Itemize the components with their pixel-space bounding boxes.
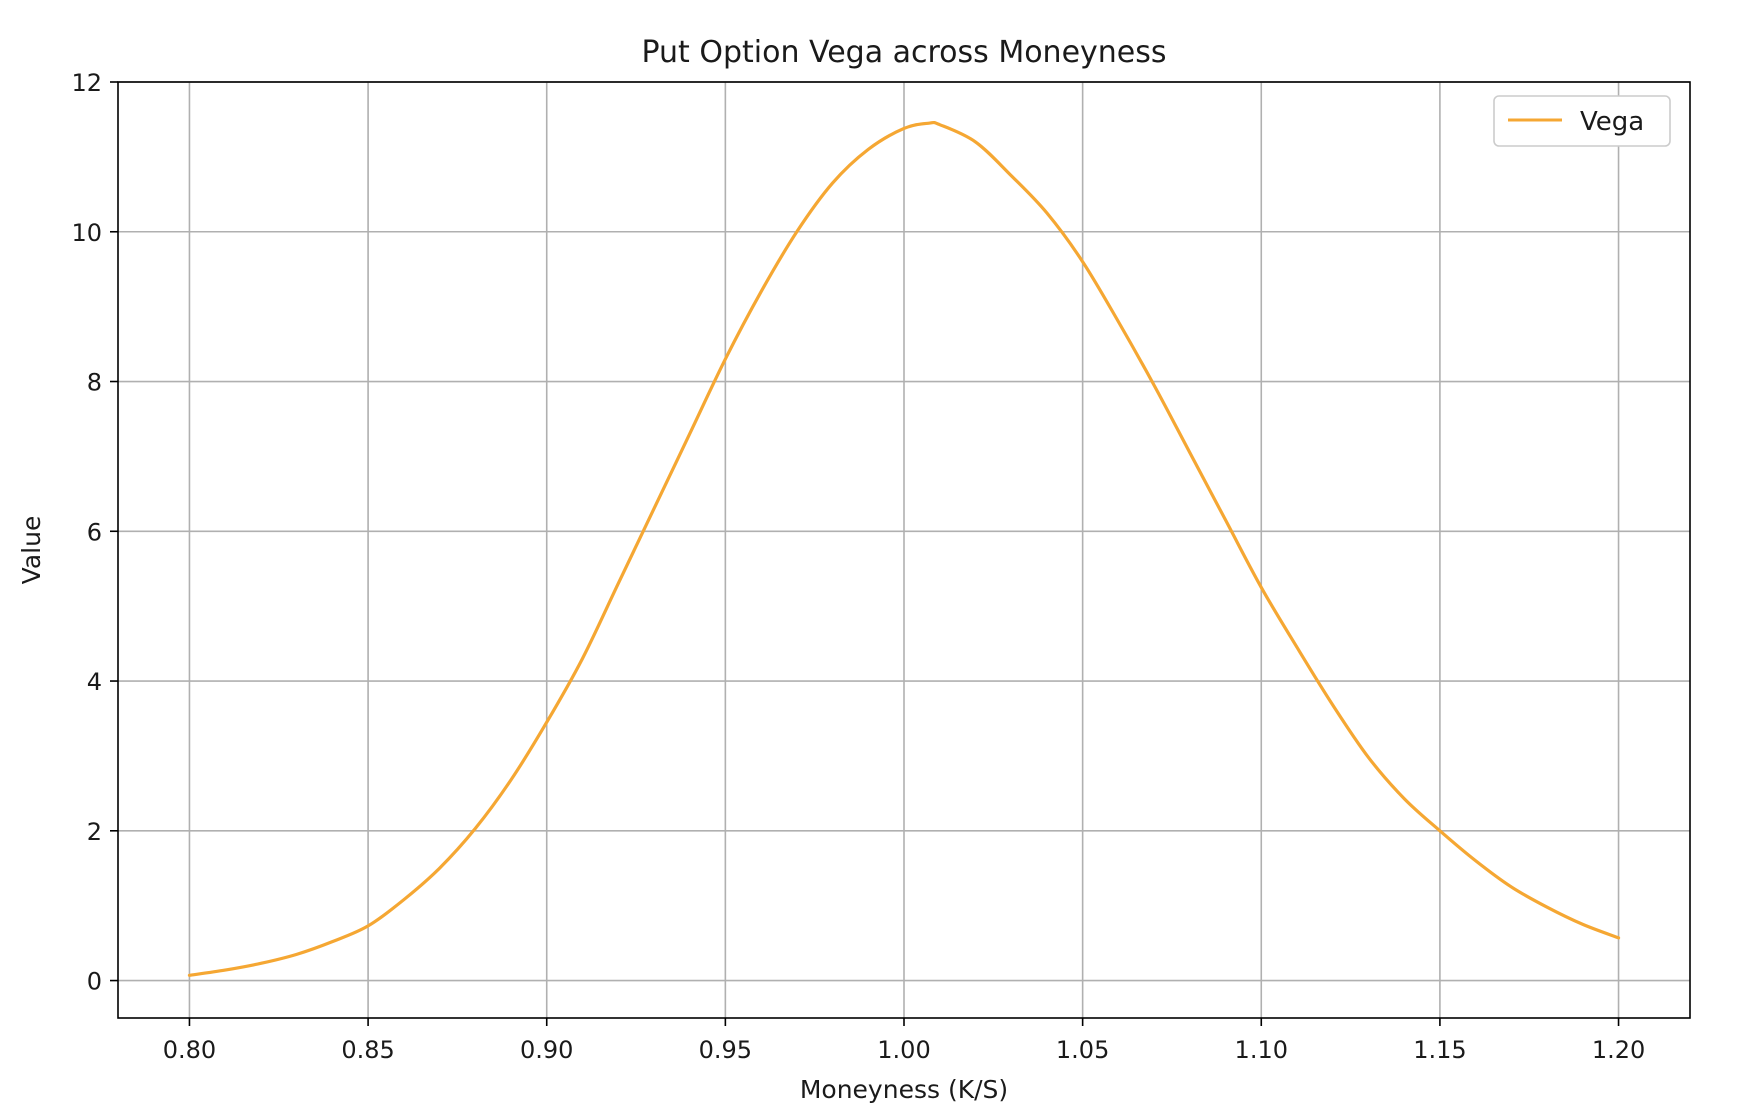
x-tick-label: 1.15: [1413, 1036, 1466, 1064]
y-tick-label: 6: [87, 518, 102, 546]
x-tick-label: 1.10: [1235, 1036, 1288, 1064]
y-tick-label: 10: [71, 219, 102, 247]
legend-box: [1493, 95, 1671, 147]
y-axis-ticks: 0 2 4 6 8 10 12: [71, 69, 118, 996]
y-axis-label: Value: [17, 516, 46, 585]
series-line-vega: [187, 120, 1621, 977]
x-axis-label: Moneyness (K/S): [800, 1075, 1008, 1104]
y-tick-label: 8: [87, 369, 102, 397]
x-tick-label: 0.80: [163, 1036, 216, 1064]
x-tick-label: 1.00: [877, 1036, 930, 1064]
legend-label-vega: Vega: [1580, 107, 1644, 137]
series-layer: [187, 120, 1621, 977]
x-tick-label: 0.90: [520, 1036, 573, 1064]
x-tick-label: 1.20: [1592, 1036, 1645, 1064]
x-tick-label: 1.05: [1056, 1036, 1109, 1064]
x-tick-label: 0.95: [699, 1036, 752, 1064]
y-tick-label: 4: [87, 668, 102, 696]
y-tick-label: 0: [87, 968, 102, 996]
x-axis-ticks: 0.80 0.85 0.90 0.95 1.00 1.05 1.10 1.15 1.20: [163, 1018, 1645, 1064]
legend: Vega: [1493, 95, 1671, 147]
x-tick-label: 0.85: [341, 1036, 394, 1064]
y-tick-label: 2: [87, 818, 102, 846]
y-tick-label: 12: [71, 69, 102, 97]
chart-title: Put Option Vega across Moneyness: [641, 35, 1166, 70]
